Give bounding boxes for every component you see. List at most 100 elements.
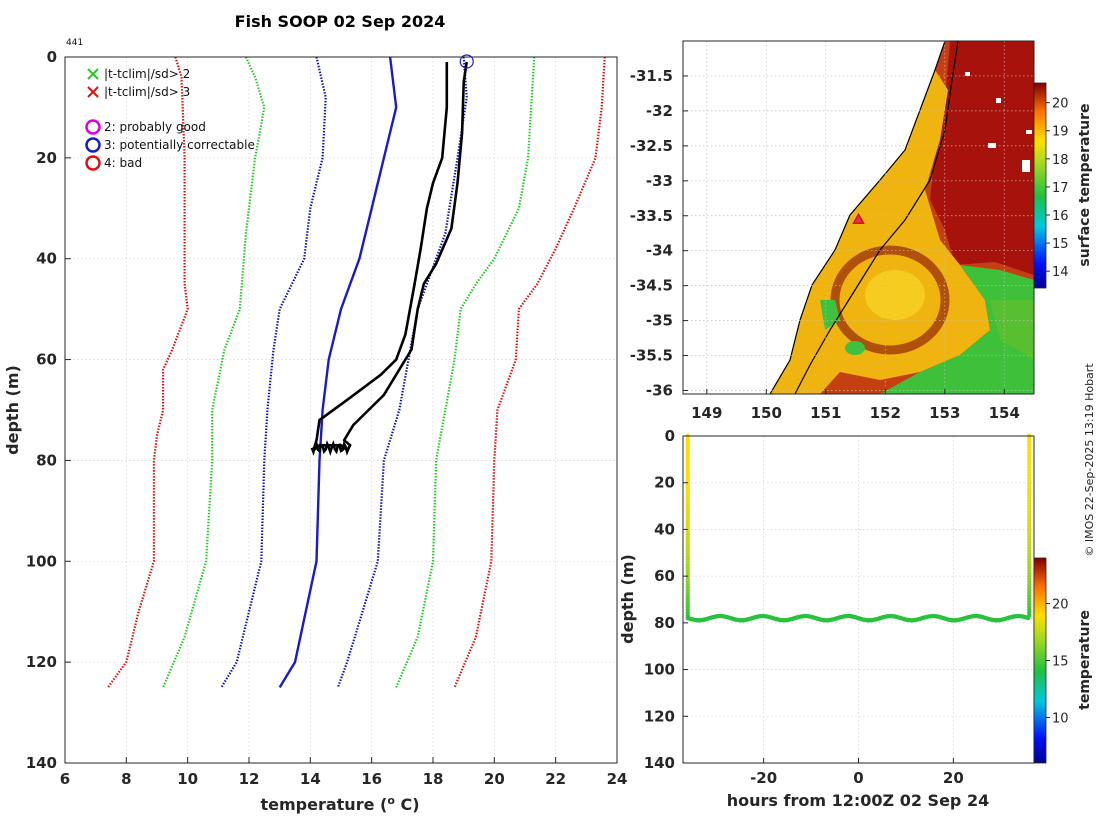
time-depth-y-tick-label: 0 <box>665 427 675 445</box>
map-colorbar-label: surface temperature <box>1077 103 1093 266</box>
profile-y-ticks: 0 20 40 60 80 100 120 140 <box>26 48 71 772</box>
legend-good-label: 2: probably good <box>104 120 206 134</box>
map-colorbar-tick-label: 19 <box>1052 125 1069 140</box>
time-depth-y-tick-label: 120 <box>644 707 675 725</box>
profile-y-tick-label: 40 <box>36 250 57 268</box>
point-end-cast <box>1027 613 1032 618</box>
time-depth-x-axis-label: hours from 12:00Z 02 Sep 24 <box>727 791 989 810</box>
map-x-ticks: 149 150 151 152 153 154 <box>691 389 1020 422</box>
time-depth-colorbar-label: temperature <box>1077 610 1093 710</box>
map-colorbar-tick-label: 18 <box>1052 153 1069 168</box>
map-y-tick-label: -34 <box>646 242 673 260</box>
time-depth-y-axis-label: depth (m) <box>618 554 637 644</box>
credit-text: © IMOS 22-Sep-2025 13:19 Hobart <box>1083 363 1096 557</box>
profile-x-tick-label: 14 <box>300 770 321 788</box>
map-x-tick-label: 152 <box>870 404 901 422</box>
map-chart: 149 150 151 152 153 154 -31.5 -32 -32.5 -33 -33.5… <box>630 40 1093 422</box>
station-triangle-icon <box>852 212 865 224</box>
legend-cross-green-label: |t-tclim|/sd> 2 <box>104 67 190 81</box>
legend-cross-green-icon <box>87 68 99 80</box>
time-depth-y-tick-label: 60 <box>654 567 675 585</box>
profile-x-tick-label: 12 <box>239 770 260 788</box>
map-colorbar-ticks: 14 15 16 17 18 19 20 <box>1046 97 1069 280</box>
legend-cross-red-icon <box>87 86 99 98</box>
profile-y-tick-label: 60 <box>36 351 57 369</box>
legend-circle-red-icon <box>85 155 101 171</box>
time-depth-y-ticks: 0 20 40 60 80 100 120 140 <box>644 427 688 772</box>
map-y-tick-label: -32 <box>646 102 673 120</box>
time-depth-colorbar-tick-label: 10 <box>1052 711 1069 726</box>
map-x-tick-label: 154 <box>989 404 1020 422</box>
time-depth-grid <box>683 436 1034 763</box>
cast-id-label: 441 <box>66 38 83 48</box>
profile-y-tick-label: 80 <box>36 451 57 469</box>
series-clim-1sd-high <box>336 56 468 688</box>
legend-correctable-label: 3: potentially correctable <box>104 138 255 152</box>
map-y-tick-label: -32.5 <box>630 137 673 155</box>
time-depth-x-tick-label: 20 <box>943 769 964 787</box>
time-depth-y-tick-label: 40 <box>654 520 675 538</box>
legend-circle-blue-icon <box>85 137 101 153</box>
map-colorbar-tick-label: 17 <box>1052 181 1069 196</box>
time-depth-colorbar <box>1033 557 1047 764</box>
profile-x-tick-label: 16 <box>361 770 382 788</box>
time-depth-y-tick-label: 80 <box>654 614 675 632</box>
profile-axes-box <box>64 56 618 764</box>
profile-x-ticks: 6 8 10 12 14 16 18 20 22 24 <box>60 757 628 788</box>
map-grid <box>683 41 1034 394</box>
time-depth-x-tick-label: 0 <box>853 769 863 787</box>
series-clim-2sd-low <box>162 56 266 688</box>
profile-x-tick-label: 24 <box>607 770 628 788</box>
series-clim-2sd-high <box>395 56 536 688</box>
map-station-marker <box>852 212 865 224</box>
map-y-tick-label: -31.5 <box>630 67 673 85</box>
time-depth-colorbar-tick-label: 20 <box>1052 598 1069 613</box>
profile-y-tick-label: 140 <box>26 754 57 772</box>
map-colorbar-tick-label: 16 <box>1052 209 1069 224</box>
profile-x-tick-label: 20 <box>484 770 505 788</box>
profile-x-tick-label: 18 <box>423 770 444 788</box>
series-profile-bottom <box>310 440 350 456</box>
time-depth-x-ticks: -20 0 20 <box>750 758 964 787</box>
profile-x-axis-label: temperature (o C) <box>260 794 419 814</box>
map-colorbar-tick-label: 15 <box>1052 237 1069 252</box>
time-depth-colorbar-tick-label: 15 <box>1052 655 1069 670</box>
series-profile-down <box>312 62 449 451</box>
profile-x-tick-label: 22 <box>545 770 566 788</box>
map-y-tick-label: -35 <box>646 312 673 330</box>
figure-title: Fish SOOP 02 Sep 2024 <box>235 12 446 31</box>
time-depth-y-tick-label: 140 <box>644 754 675 772</box>
legend-circle-magenta-icon <box>85 119 101 135</box>
map-y-tick-label: -35.5 <box>630 347 673 365</box>
profile-y-tick-label: 0 <box>47 48 57 66</box>
profile-grid <box>65 57 617 763</box>
flag-marker-potentially-correctable <box>459 54 474 69</box>
map-x-tick-label: 153 <box>929 404 960 422</box>
time-depth-points <box>685 433 1032 623</box>
map-colorbar <box>1033 82 1047 289</box>
legend-bad-label: 4: bad <box>104 156 142 170</box>
series-clim-3sd-high <box>453 56 606 688</box>
map-y-tick-label: -36 <box>646 382 673 400</box>
map-colorbar-tick-label: 14 <box>1052 265 1069 280</box>
time-depth-x-tick-label: -20 <box>750 769 777 787</box>
profile-series <box>107 54 606 689</box>
map-y-tick-label: -33.5 <box>630 207 673 225</box>
map-x-tick-label: 149 <box>691 404 722 422</box>
time-depth-y-tick-label: 100 <box>644 661 675 679</box>
profile-y-tick-label: 100 <box>26 552 57 570</box>
profile-chart: 6 8 10 12 14 16 18 20 22 24 0 20 40 60 80 100 120 140 te… <box>3 48 627 814</box>
map-x-tick-label: 150 <box>751 404 782 422</box>
series-clim-3sd-low <box>107 56 189 689</box>
map-y-tick-label: -34.5 <box>630 277 673 295</box>
profile-x-tick-label: 10 <box>177 770 198 788</box>
profile-y-tick-label: 120 <box>26 653 57 671</box>
time-depth-colorbar-ticks: 10 15 20 <box>1046 598 1069 726</box>
series-clim-mean <box>278 56 398 689</box>
map-x-tick-label: 151 <box>810 404 841 422</box>
legend-cross-red-label: |t-tclim|/sd> 3 <box>104 85 190 99</box>
profile-y-tick-label: 20 <box>36 149 57 167</box>
profile-x-tick-label: 6 <box>60 770 70 788</box>
map-y-ticks: -31.5 -32 -32.5 -33 -33.5 -34 -34.5 -35 -35.5 -36 <box>630 67 688 400</box>
